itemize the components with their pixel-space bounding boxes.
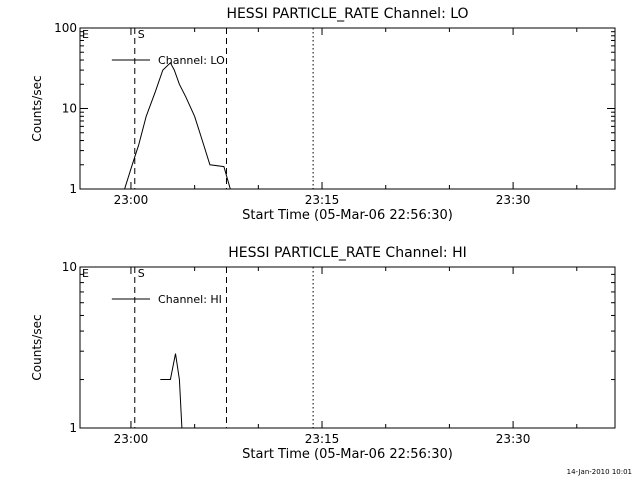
- y-tick-label: 1: [69, 421, 77, 435]
- event-marker-label: S: [138, 267, 145, 280]
- x-tick-label: 23:15: [305, 432, 340, 446]
- x-tick-label: 23:00: [114, 193, 149, 207]
- panel-lo: HESSI PARTICLE_RATE Channel: LO 23:00 23:1…: [30, 6, 616, 223]
- series-line: [160, 353, 183, 429]
- y-axis-label: Counts/sec: [30, 314, 44, 380]
- x-tick-label: 23:30: [496, 193, 531, 207]
- chart-title: HESSI PARTICLE_RATE Channel: LO: [226, 6, 468, 22]
- event-marker-label: S: [138, 28, 145, 41]
- plot-frame: [79, 27, 616, 190]
- legend-label: Channel: LO: [158, 54, 225, 67]
- chart-title: HESSI PARTICLE_RATE Channel: HI: [228, 245, 466, 261]
- series-line: [124, 61, 231, 190]
- y-axis-label: Counts/sec: [30, 75, 44, 141]
- y-tick-label: 10: [62, 102, 77, 116]
- x-axis-label: Start Time (05-Mar-06 22:56:30): [242, 208, 453, 223]
- footer-timestamp: 14-Jan-2010 10:01: [567, 468, 632, 476]
- y-tick-label: 1: [69, 182, 77, 196]
- event-marker-label: E: [82, 28, 89, 41]
- y-tick-label: 100: [54, 21, 77, 35]
- x-tick-label: 23:00: [114, 432, 149, 446]
- legend-label: Channel: HI: [158, 293, 222, 306]
- x-tick-label: 23:30: [496, 432, 531, 446]
- event-marker-label: E: [82, 267, 89, 280]
- plot-frame: [79, 266, 616, 429]
- x-tick-label: 23:15: [305, 193, 340, 207]
- panel-hi: HESSI PARTICLE_RATE Channel: HI 23:00 23:1…: [30, 245, 616, 462]
- y-tick-label: 10: [62, 260, 77, 274]
- x-axis-label: Start Time (05-Mar-06 22:56:30): [242, 447, 453, 462]
